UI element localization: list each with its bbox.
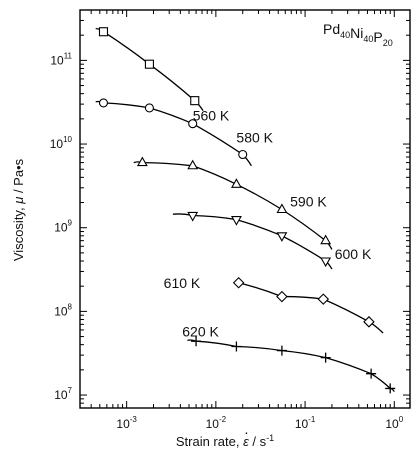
y-tick-label: 1011 [50,51,72,67]
data-point-620k [276,345,287,356]
x-axis-title: Strain rate, ε / s-1 [176,433,274,449]
x-tick-label: 10-2 [206,415,227,431]
y-tick-label: 108 [54,302,72,318]
x-axis-title-symbol: ε [243,434,249,449]
data-point-600k [320,257,332,268]
fit-curve-560k [95,27,204,112]
data-point-560k [98,27,109,37]
fit-curve-600k [172,213,333,270]
data-point-610k [317,293,330,305]
plot-frame [79,9,411,409]
axis-ticks: 10-3 10-2 10-1 100 107 108 109 1010 1011 [50,9,410,431]
data-point-620k [385,383,396,394]
y-axis-title-unit: / Pa•s [11,158,26,196]
y-axis-title-prefix: Viscosity, [11,204,26,261]
alloy-label: Pd40Ni40P20 [323,21,393,48]
y-tick-label: 1010 [50,135,73,151]
data-point-620k [320,352,331,363]
x-axis-title-exponent: -1 [266,433,274,443]
series-label-600k: 600 K [335,246,372,262]
data-point-600k [276,232,288,242]
data-point-600k [187,211,199,222]
data-point-560k [144,59,154,69]
fit-curve-620k [187,339,395,392]
x-tick-label: 100 [385,415,403,431]
x-axis-title-prefix: Strain rate, [176,434,243,449]
y-tick-label: 107 [54,386,72,402]
data-point-620k [191,336,202,347]
data-point-590k [230,178,242,188]
series-label-590k: 590 K [290,193,327,209]
series-label-610k: 610 K [164,275,201,291]
series-labels: 560 K 580 K 590 K 600 K 610 K 620 K [164,108,372,340]
series-label-620k: 620 K [182,324,219,340]
data-point-590k [136,156,148,167]
fit-curve-610k [236,281,384,334]
series-label-560k: 560 K [193,108,230,124]
data-point-560k [190,96,200,106]
data-point-580k [144,103,154,113]
data-point-620k [366,368,377,379]
data-point-580k [188,119,198,129]
x-tick-label: 10-3 [116,415,137,431]
data-point-580k [98,98,109,108]
data-point-610k [232,276,245,289]
data-markers [98,27,396,394]
data-point-610k [363,316,375,328]
data-point-590k [187,159,199,170]
x-axis-title-unit: / s [249,434,267,449]
data-point-610k [276,290,288,303]
x-axis-title-dot: · [244,424,249,440]
data-point-590k [320,234,332,245]
y-axis-title: Viscosity, μ / Pa•s [11,158,26,261]
fit-curves [95,27,395,392]
data-point-580k [238,149,248,160]
y-tick-label: 109 [54,219,72,235]
data-point-620k [231,341,242,352]
data-point-600k [230,216,242,226]
series-label-580k: 580 K [236,129,273,145]
x-tick-label: 10-1 [295,415,316,431]
y-axis-title-symbol: μ [11,197,26,205]
data-point-590k [276,203,288,214]
